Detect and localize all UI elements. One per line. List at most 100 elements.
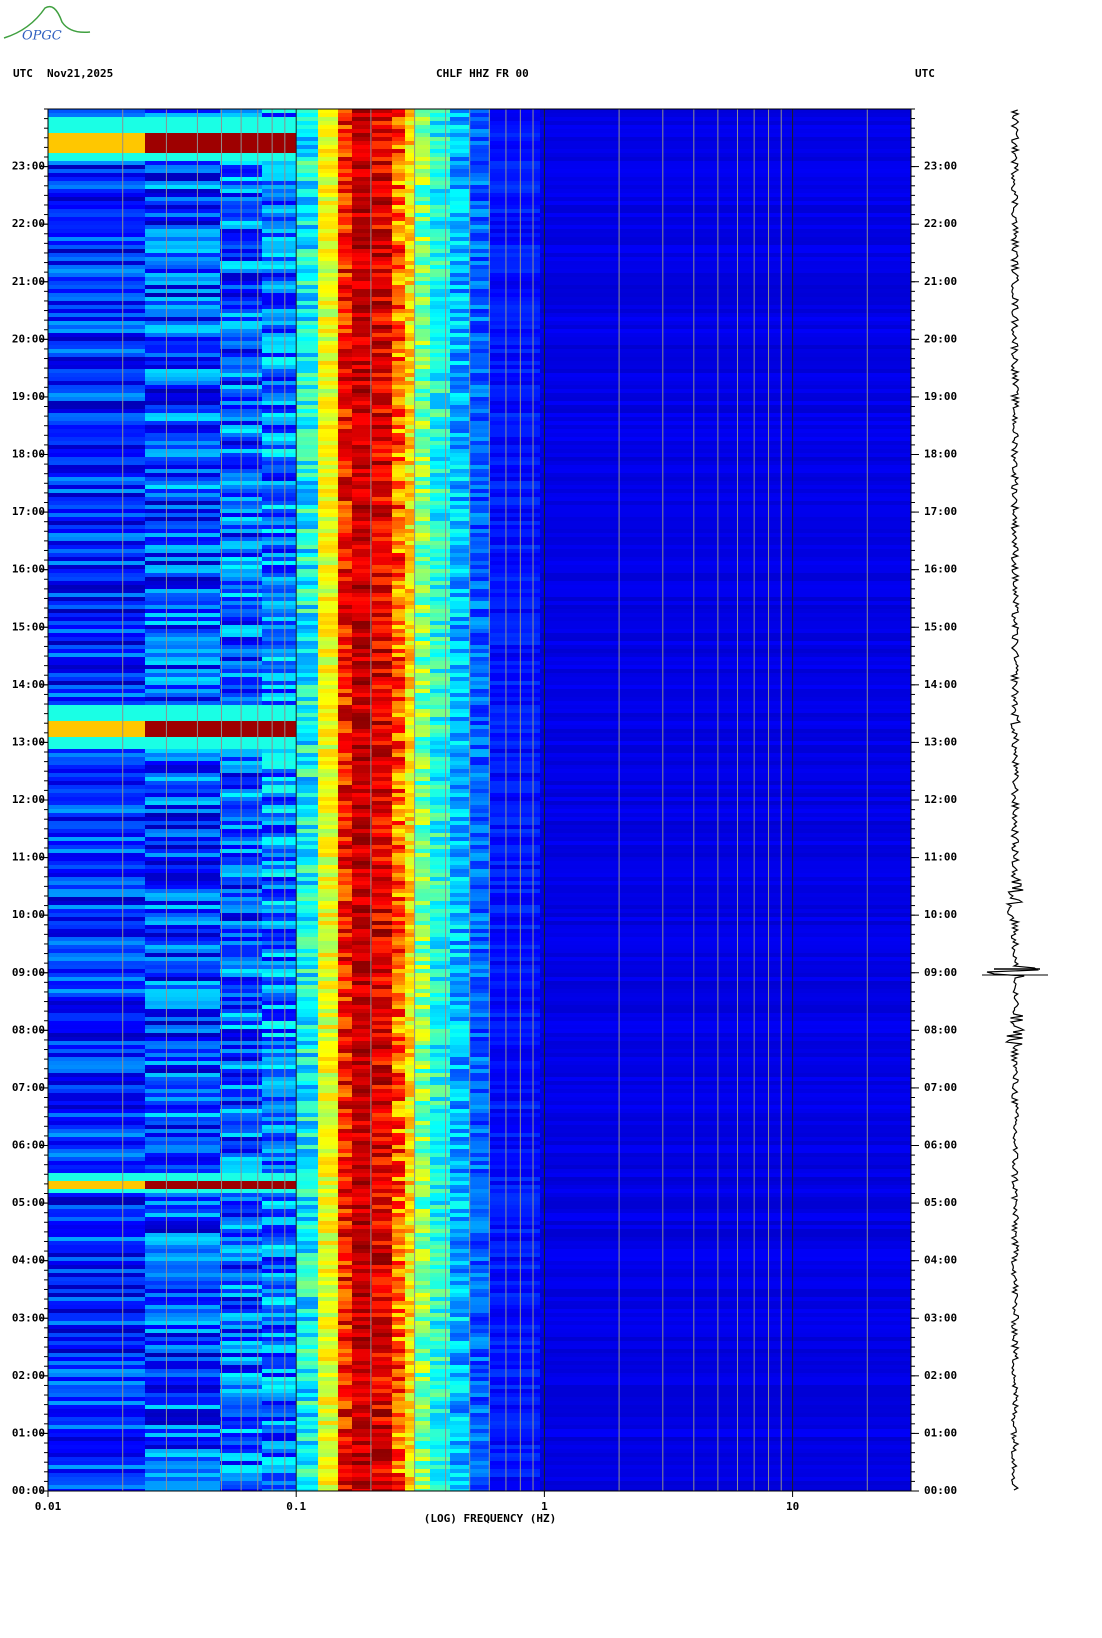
spectrogram-cell: [415, 229, 430, 233]
spectrogram-cell: [48, 1025, 145, 1029]
spectrogram-cell: [318, 1121, 338, 1125]
spectrogram-cell: [338, 453, 352, 457]
spectrogram-cell: [415, 845, 430, 849]
spectrogram-cell: [405, 633, 415, 637]
spectrogram-cell: [338, 389, 352, 393]
spectrogram-cell: [450, 593, 470, 597]
spectrogram-cell: [338, 109, 352, 113]
spectrogram-cell: [490, 417, 540, 421]
spectrogram-cell: [352, 429, 372, 433]
spectrogram-cell: [540, 441, 911, 445]
spectrogram-cell: [338, 505, 352, 509]
spectrogram-cell: [540, 133, 911, 137]
spectrogram-cell: [405, 413, 415, 417]
spectrogram-cell: [430, 373, 450, 377]
spectrogram-cell: [296, 253, 318, 257]
spectrogram-cell: [450, 517, 470, 521]
spectrogram-cell: [450, 1269, 470, 1273]
spectrogram-cell: [145, 489, 220, 493]
spectrogram-cell: [352, 1233, 372, 1237]
spectrogram-cell: [262, 349, 296, 353]
spectrogram-cell: [296, 813, 318, 817]
spectrogram-cell: [470, 565, 490, 569]
spectrogram-cell: [405, 165, 415, 169]
spectrogram-cell: [415, 697, 430, 701]
spectrogram-cell: [296, 637, 318, 641]
spectrogram-cell: [372, 1081, 392, 1085]
spectrogram-cell: [405, 657, 415, 661]
spectrogram-cell: [296, 457, 318, 461]
spectrogram-cell: [470, 717, 490, 721]
spectrogram-cell: [262, 873, 296, 877]
spectrogram-cell: [430, 1121, 450, 1125]
spectrogram-cell: [415, 1261, 430, 1265]
spectrogram-cell: [392, 481, 405, 485]
spectrogram-cell: [372, 241, 392, 245]
spectrogram-cell: [415, 1105, 430, 1109]
spectrogram-cell: [392, 149, 405, 153]
spectrogram-cell: [352, 1193, 372, 1197]
spectrogram-cell: [338, 117, 352, 121]
spectrogram-cell: [372, 421, 392, 425]
spectrogram-cell: [338, 373, 352, 377]
spectrogram-cell: [405, 501, 415, 505]
spectrogram-cell: [338, 1189, 352, 1193]
spectrogram-cell: [470, 377, 490, 381]
spectrogram-cell: [430, 341, 450, 345]
spectrogram-cell: [430, 785, 450, 789]
spectrogram-cell: [405, 429, 415, 433]
spectrogram-cell: [352, 665, 372, 669]
spectrogram-cell: [372, 413, 392, 417]
spectrogram-cell: [318, 429, 338, 433]
spectrogram-cell: [372, 1017, 392, 1021]
spectrogram-cell: [415, 245, 430, 249]
spectrogram-cell: [450, 1109, 470, 1113]
spectrogram-cell: [262, 553, 296, 557]
spectrogram-cell: [470, 173, 490, 177]
spectrogram-cell: [296, 1133, 318, 1137]
spectrogram-cell: [296, 285, 318, 289]
spectrogram-cell: [296, 633, 318, 637]
spectrogram-cell: [372, 309, 392, 313]
spectrogram-cell: [392, 589, 405, 593]
spectrogram-cell: [430, 1257, 450, 1261]
spectrogram-cell: [405, 1117, 415, 1121]
spectrogram-cell: [296, 557, 318, 561]
spectrogram-cell: [145, 693, 220, 697]
spectrogram-cell: [145, 113, 220, 117]
spectrogram-cell: [490, 273, 540, 277]
spectrogram-cell: [338, 637, 352, 641]
spectrogram-cell: [338, 549, 352, 553]
spectrogram-cell: [338, 145, 352, 149]
spectrogram-cell: [540, 197, 911, 201]
spectrogram-cell: [352, 361, 372, 365]
spectrogram-cell: [262, 121, 296, 125]
spectrogram-cell: [415, 625, 430, 629]
spectrogram-cell: [372, 461, 392, 465]
spectrogram-cell: [352, 701, 372, 705]
spectrogram-cell: [262, 353, 296, 357]
spectrogram-cell: [48, 597, 145, 601]
spectrogram-cell: [262, 701, 296, 705]
spectrogram-cell: [318, 661, 338, 665]
spectrogram-cell: [470, 449, 490, 453]
spectrogram-cell: [145, 333, 220, 337]
spectrogram-cell: [450, 237, 470, 241]
spectrogram-cell: [470, 845, 490, 849]
spectrogram-cell: [415, 665, 430, 669]
spectrogram-cell: [540, 633, 911, 637]
spectrogram-cell: [372, 1253, 392, 1257]
spectrogram-cell: [540, 1213, 911, 1217]
spectrogram-cell: [145, 369, 220, 373]
spectrogram-cell: [145, 733, 220, 737]
spectrogram-cell: [415, 277, 430, 281]
spectrogram-cell: [405, 221, 415, 225]
spectrogram-cell: [405, 469, 415, 473]
spectrogram-cell: [338, 753, 352, 757]
spectrogram-cell: [405, 313, 415, 317]
spectrogram-cell: [145, 1177, 220, 1181]
spectrogram-cell: [540, 1109, 911, 1113]
spectrogram-cell: [262, 945, 296, 949]
spectrogram-cell: [490, 453, 540, 457]
spectrogram-cell: [318, 1005, 338, 1009]
